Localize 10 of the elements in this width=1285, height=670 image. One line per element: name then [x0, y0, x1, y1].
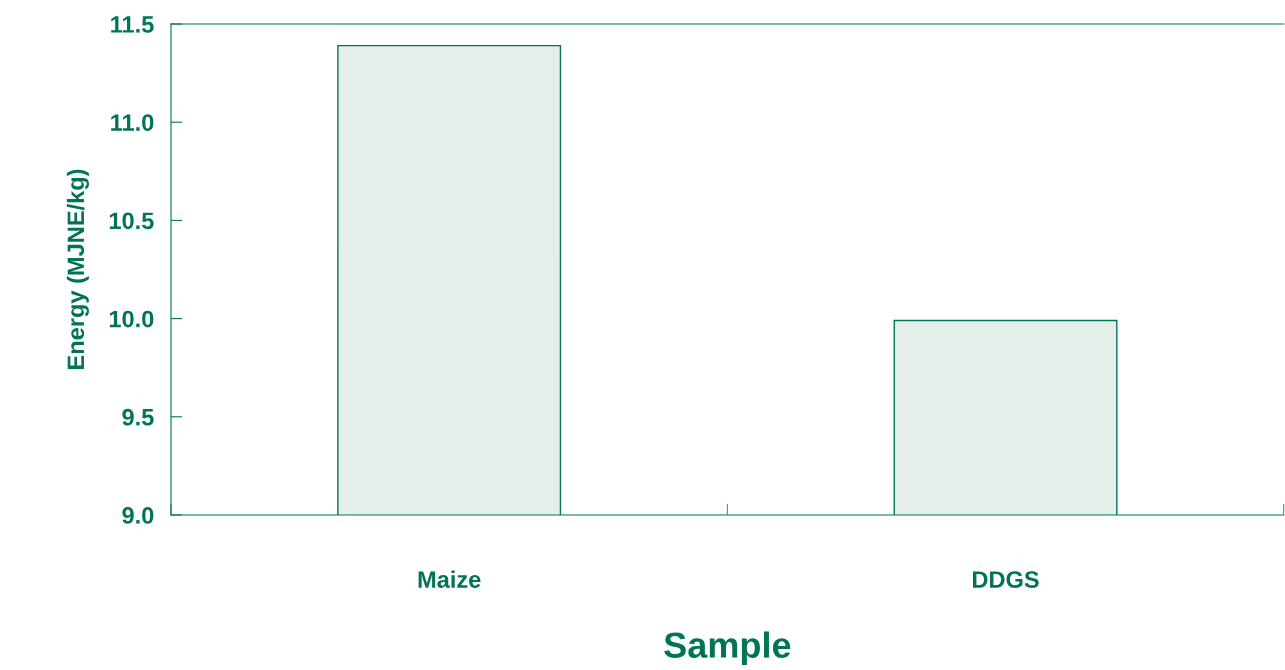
y-tick-label: 10.5	[109, 212, 154, 230]
y-axis-title: Energy (MJNE/kg)	[66, 169, 89, 369]
x-tick-label: Maize	[418, 570, 481, 588]
y-tick-label: 11.0	[111, 114, 154, 131]
x-tick-label: DDGS	[973, 571, 1039, 588]
x-axis-title: Sample	[664, 631, 791, 666]
y-tick-label: 11.5	[111, 16, 154, 33]
y-tick-label: 9.0	[122, 507, 154, 524]
y-tick-label: 9.5	[122, 408, 154, 426]
y-tick-label: 10.0	[109, 310, 154, 328]
